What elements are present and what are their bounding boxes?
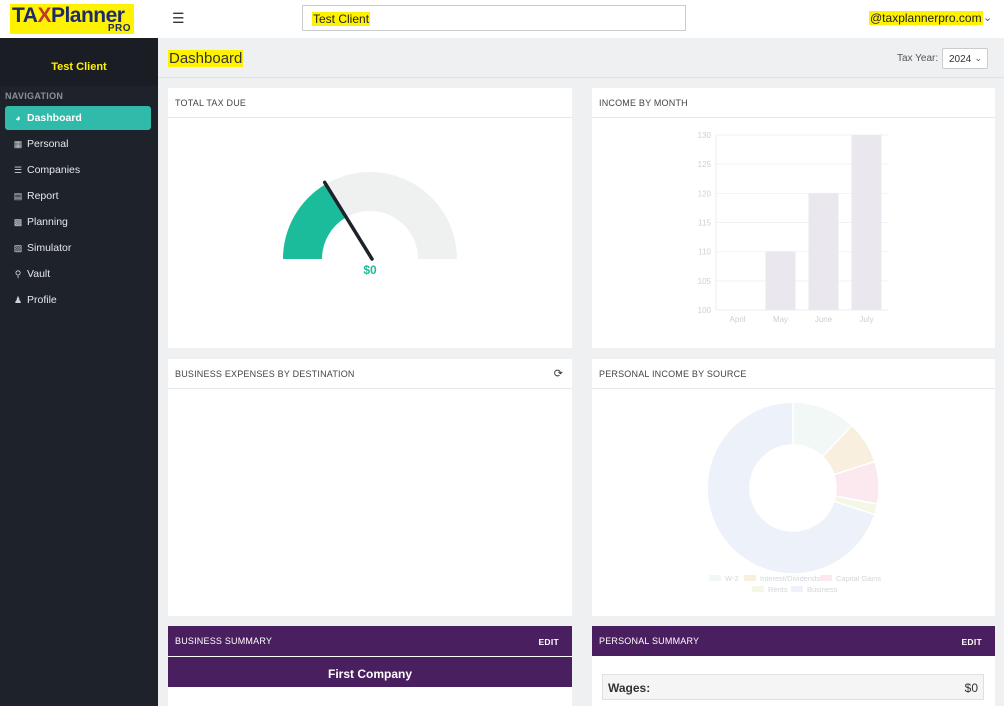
y-tick-label: 110 (698, 248, 711, 257)
legend-label: Capital Gains (836, 574, 881, 583)
sitemap-icon: ▩ (13, 217, 23, 227)
sidebar-client-name: Test Client (51, 61, 107, 73)
panel-header: INCOME BY MONTH (592, 88, 995, 118)
sidebar-item-vault[interactable]: ⚲ Vault (14, 268, 51, 280)
refresh-icon[interactable]: ⟳ (553, 368, 563, 380)
personal-income-chart: W-2 Interest/Dividends Capital Gains Rents B… (706, 401, 881, 594)
sidebar-item-report[interactable]: ▤ Report (13, 190, 59, 202)
header-divider (158, 77, 1004, 78)
user-icon: ♟ (13, 295, 23, 305)
wages-label: Wages: (608, 681, 651, 695)
edit-button[interactable]: EDIT (538, 637, 559, 647)
gauge-fill (283, 184, 346, 259)
business-expenses-panel: BUSINESS EXPENSES BY DESTINATION ⟳ (168, 359, 572, 616)
page-title: Dashboard (168, 50, 244, 67)
sidebar-item-planning[interactable]: ▩ Planning (13, 216, 68, 228)
user-email[interactable]: @taxplannerpro.com (869, 11, 983, 25)
table-icon: ▦ (13, 139, 23, 149)
chevron-down-icon[interactable]: ⌄ (983, 12, 993, 24)
tax-year-label: Tax Year: (897, 53, 939, 64)
wages-value: $0 (964, 681, 978, 695)
business-summary-panel: BUSINESS SUMMARY EDIT First Company (168, 626, 572, 706)
personal-income-panel: PERSONAL INCOME BY SOURCE W-2 Interest/Di… (592, 359, 995, 616)
panel-header: TOTAL TAX DUE (168, 88, 572, 118)
x-tick-label: May (773, 315, 788, 324)
tax-year-select[interactable]: 2024 ⌄ (942, 48, 988, 69)
key-icon: ⚲ (14, 269, 22, 279)
client-search-input[interactable]: Test Client (302, 5, 686, 31)
logo-wordmark: TAXPlanner (12, 4, 125, 27)
slice-business[interactable] (706, 401, 876, 575)
company-name-bar: First Company (168, 657, 572, 687)
top-bar: TAXPlanner PRO ☰ Test Client @taxplanner… (0, 0, 1004, 38)
legend-label: Rents (768, 585, 788, 594)
legend-label: W-2 (725, 574, 739, 583)
chevron-down-icon: ⌄ (974, 53, 982, 63)
company-name: First Company (327, 667, 412, 681)
list-icon: ☰ (13, 165, 23, 175)
y-tick-label: 125 (698, 160, 712, 169)
panel-title: BUSINESS EXPENSES BY DESTINATION (175, 369, 355, 379)
sidebar-item-personal[interactable]: ▦ Personal (13, 138, 69, 150)
x-tick-label: April (729, 315, 745, 324)
tax-gauge: $0 (283, 172, 457, 277)
dashboard-icon: ◕ (15, 113, 21, 123)
x-tick-label: July (859, 315, 873, 324)
panel-title: BUSINESS SUMMARY (175, 636, 273, 646)
client-search-value: Test Client (312, 12, 371, 26)
sidebar-item-profile[interactable]: ♟ Profile (13, 294, 57, 306)
sidebar-item-companies[interactable]: ☰ Companies (13, 164, 81, 176)
y-tick-label: 130 (698, 131, 712, 140)
gauge-needle (322, 180, 374, 261)
panel-header: PERSONAL INCOME BY SOURCE (592, 359, 995, 389)
legend-swatch (744, 575, 756, 581)
legend-swatch (791, 586, 803, 592)
app-logo[interactable]: TAXPlanner PRO (10, 4, 134, 34)
panel-header: BUSINESS EXPENSES BY DESTINATION ⟳ (168, 359, 572, 389)
legend-swatch (709, 575, 721, 581)
y-tick-label: 115 (698, 219, 711, 228)
income-by-month-panel: INCOME BY MONTH 100 105 110 115 120 125 130 Apr… (592, 88, 995, 348)
logo-sub: PRO (107, 23, 131, 34)
nav-heading: NAVIGATION (5, 91, 64, 101)
calculator-icon: ▨ (13, 243, 23, 253)
panel-title: TOTAL TAX DUE (175, 98, 247, 108)
total-tax-due-panel: TOTAL TAX DUE $0 (168, 88, 572, 348)
document-icon: ▤ (13, 191, 23, 201)
legend-swatch (752, 586, 764, 592)
bar-may[interactable] (765, 251, 796, 310)
panel-header: PERSONAL SUMMARY EDIT (592, 626, 995, 656)
legend-label: Business (807, 585, 838, 594)
legend-label: Interest/Dividends (760, 574, 820, 583)
sidebar: Test Client NAVIGATION ◕ Dashboard ▦ Per… (0, 38, 158, 706)
gauge-value: $0 (363, 263, 377, 277)
panel-title: PERSONAL INCOME BY SOURCE (599, 369, 747, 379)
y-tick-label: 120 (698, 189, 712, 198)
legend-swatch (820, 575, 832, 581)
tax-year-value: 2024 (949, 54, 972, 65)
y-tick-label: 105 (698, 277, 712, 286)
panel-title: PERSONAL SUMMARY (599, 636, 700, 646)
income-by-month-chart: 100 105 110 115 120 125 130 April May June July (698, 131, 888, 324)
sidebar-item-simulator[interactable]: ▨ Simulator (13, 242, 72, 254)
y-tick-label: 100 (698, 306, 712, 315)
menu-toggle-icon[interactable]: ☰ (172, 10, 185, 26)
bar-june[interactable] (808, 193, 839, 310)
x-tick-label: June (815, 315, 833, 324)
panel-header: BUSINESS SUMMARY EDIT (168, 626, 572, 656)
sidebar-item-dashboard[interactable]: ◕ Dashboard (5, 106, 151, 130)
edit-button[interactable]: EDIT (961, 637, 982, 647)
sidebar-client: Test Client (0, 38, 158, 86)
bar-july[interactable] (851, 135, 882, 310)
personal-summary-panel: PERSONAL SUMMARY EDIT Wages: $0 (592, 626, 995, 706)
panel-title: INCOME BY MONTH (599, 98, 688, 108)
wages-row: Wages: $0 (602, 674, 984, 700)
